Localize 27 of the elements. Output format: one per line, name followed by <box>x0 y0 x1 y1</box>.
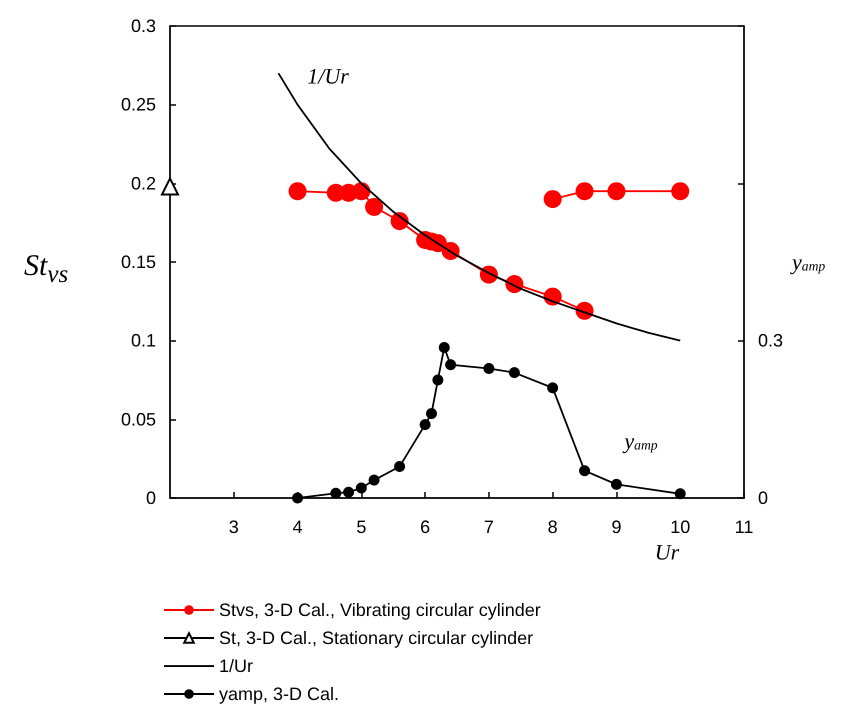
x-axis-title: Ur <box>654 539 680 564</box>
legend-label: yamp, 3-D Cal. <box>219 684 340 704</box>
x-tick-label: 4 <box>292 517 303 537</box>
annotation: 1/Ur <box>307 64 350 88</box>
y-tick-label: 0.15 <box>120 252 156 272</box>
y2-axis-title: yamp <box>790 250 826 274</box>
y2-tick-label: 0.3 <box>758 330 784 351</box>
y-tick-label: 0 <box>146 488 156 508</box>
x-tick-label: 9 <box>611 517 622 537</box>
legend-label: Stvs, 3-D Cal., Vibrating circular cylinder <box>219 600 541 620</box>
y-tick-label: 0.25 <box>120 94 156 115</box>
x-tick-label: 11 <box>734 517 754 537</box>
y2-tick-label: 0 <box>758 488 768 508</box>
x-tick-label: 8 <box>548 517 558 537</box>
x-tick-label: 10 <box>670 517 690 537</box>
y-tick-label: 0.1 <box>130 330 156 351</box>
y-tick-label: 0.3 <box>130 16 156 36</box>
x-tick-label: 7 <box>484 517 494 537</box>
y-tick-label: 0.2 <box>130 173 156 194</box>
x-tick-label: 6 <box>420 517 430 537</box>
legend-label: St, 3-D Cal., Stationary circular cylinder <box>219 628 534 648</box>
annotation: yamp <box>622 428 658 454</box>
x-tick-label: 5 <box>356 517 366 537</box>
y-tick-label: 0.05 <box>120 409 156 430</box>
legend-label: 1/Ur <box>219 656 254 676</box>
y-axis-title: St$_{vs}$ <box>24 249 68 288</box>
x-tick-label: 3 <box>228 517 239 537</box>
